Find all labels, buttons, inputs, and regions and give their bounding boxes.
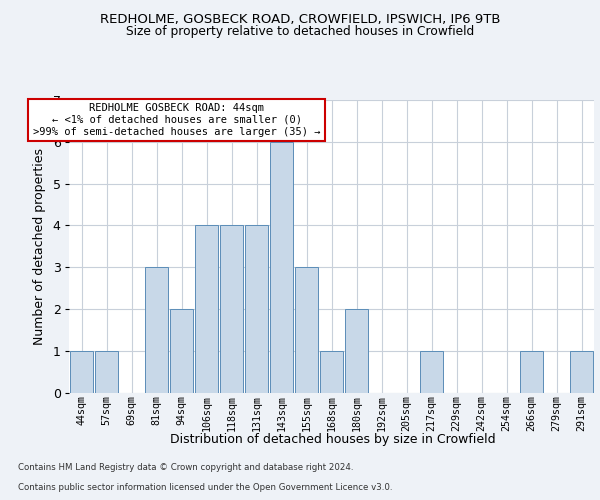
Text: Contains HM Land Registry data © Crown copyright and database right 2024.: Contains HM Land Registry data © Crown c… (18, 464, 353, 472)
Bar (419, 350, 443, 393)
Bar (170, 309, 193, 392)
Bar (95, 350, 118, 393)
Bar (194, 226, 218, 392)
Bar (320, 350, 343, 393)
Text: Distribution of detached houses by size in Crowfield: Distribution of detached houses by size … (170, 432, 496, 446)
Bar (295, 267, 319, 392)
Bar (269, 142, 293, 393)
Bar (145, 267, 169, 392)
Bar (569, 350, 593, 393)
Text: Size of property relative to detached houses in Crowfield: Size of property relative to detached ho… (126, 25, 474, 38)
Text: REDHOLME, GOSBECK ROAD, CROWFIELD, IPSWICH, IP6 9TB: REDHOLME, GOSBECK ROAD, CROWFIELD, IPSWI… (100, 12, 500, 26)
Bar (70, 350, 94, 393)
Bar (245, 226, 268, 392)
Y-axis label: Number of detached properties: Number of detached properties (33, 148, 46, 345)
Bar (520, 350, 544, 393)
Text: Contains public sector information licensed under the Open Government Licence v3: Contains public sector information licen… (18, 484, 392, 492)
Bar (220, 226, 244, 392)
Bar (344, 309, 368, 392)
Text: REDHOLME GOSBECK ROAD: 44sqm
← <1% of detached houses are smaller (0)
>99% of se: REDHOLME GOSBECK ROAD: 44sqm ← <1% of de… (33, 104, 320, 136)
